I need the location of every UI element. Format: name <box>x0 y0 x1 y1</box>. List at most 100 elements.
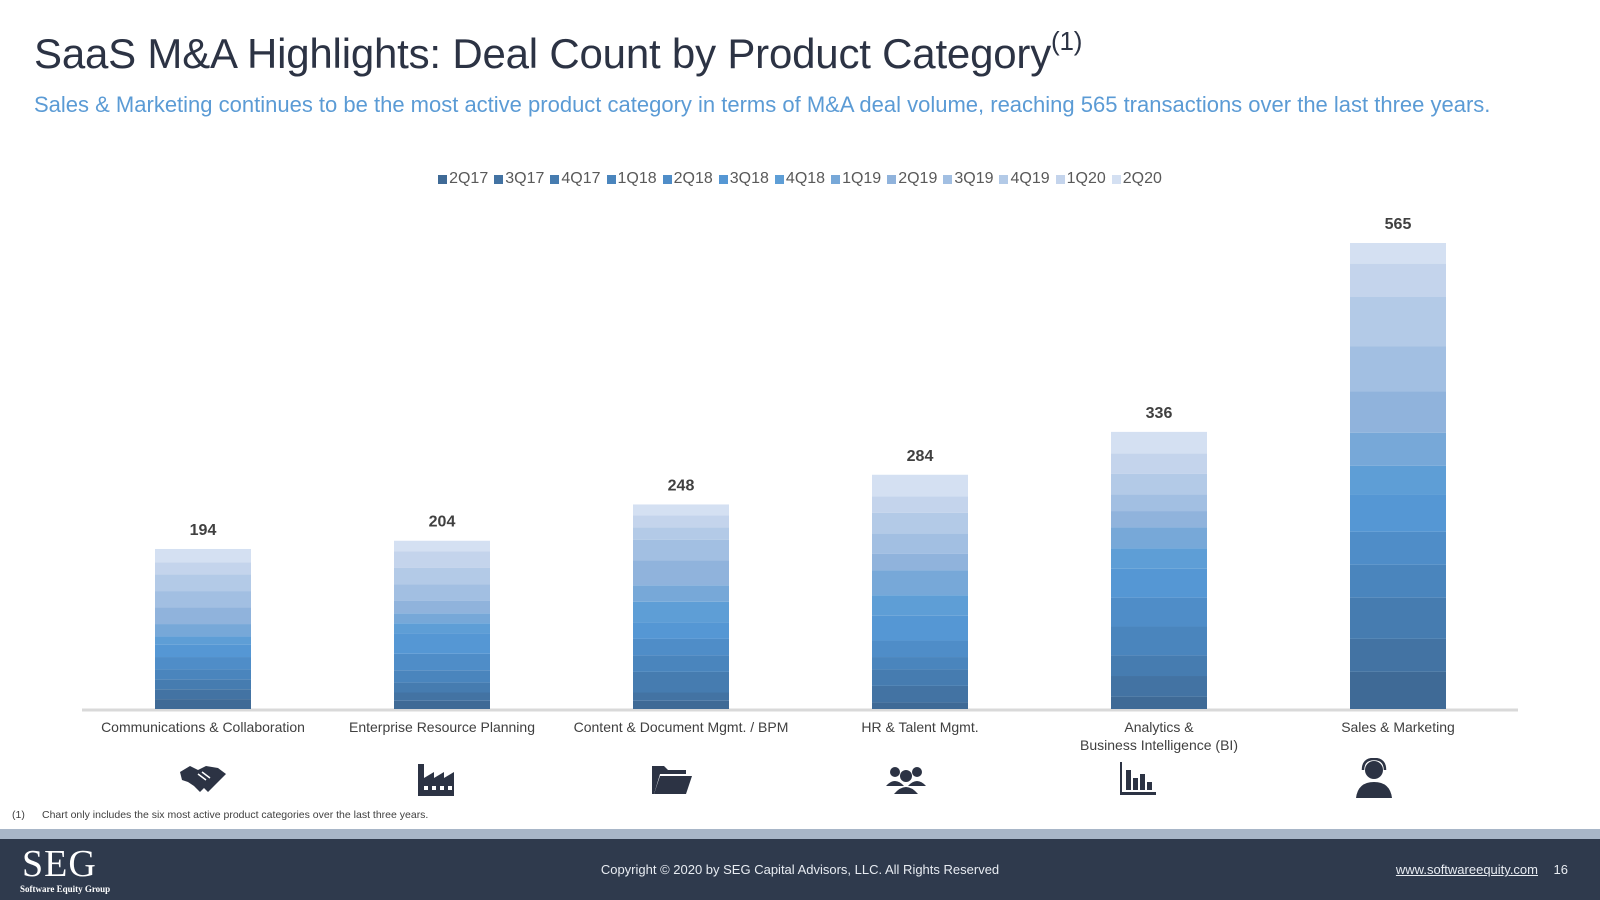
bar-segment <box>872 615 968 641</box>
bar-segment <box>394 670 490 683</box>
bar-segment <box>872 657 968 670</box>
bar-segment <box>1111 568 1207 598</box>
bar-segment <box>155 636 251 645</box>
bar-total-label: 565 <box>1385 216 1412 233</box>
legend-item: 2Q17 <box>438 170 488 188</box>
legend-swatch <box>1055 174 1065 184</box>
bar-segment <box>394 551 490 568</box>
bar-segment <box>633 692 729 701</box>
footer-bar <box>0 839 1600 900</box>
legend-swatch <box>774 174 784 184</box>
factory-icon <box>416 758 466 798</box>
legend-swatch <box>550 174 560 184</box>
bar-segment <box>155 699 251 709</box>
bar-segment <box>633 504 729 516</box>
legend-item: 2Q19 <box>887 170 937 188</box>
legend-swatch <box>718 174 728 184</box>
bar-segment <box>633 560 729 586</box>
legend-item: 1Q19 <box>831 170 881 188</box>
bar-segment <box>633 700 729 709</box>
category-label: Sales & Marketing <box>1341 719 1455 735</box>
legend-item: 3Q19 <box>943 170 993 188</box>
bar-segment <box>872 474 968 497</box>
bar-segment <box>394 540 490 552</box>
bar-segment <box>633 655 729 672</box>
seg-logo: SEG <box>22 843 97 885</box>
bar-segment <box>1111 453 1207 474</box>
bar-segment <box>394 613 490 624</box>
legend-item: 4Q19 <box>999 170 1050 188</box>
legend-swatch <box>943 174 953 184</box>
bar-segment <box>1111 597 1207 627</box>
bar-segment <box>155 689 251 700</box>
footer-stripe <box>0 829 1600 839</box>
website-link[interactable]: www.softwareequity.com <box>1395 862 1538 877</box>
bar-total-label: 284 <box>907 448 934 465</box>
bar-segment <box>633 527 729 540</box>
bar-segment <box>633 515 729 528</box>
bar-segment <box>1350 564 1446 598</box>
copyright-text: Copyright © 2020 by SEG Capital Advisors… <box>600 862 1000 877</box>
bar-segment <box>1350 531 1446 565</box>
legend-swatch <box>438 174 448 184</box>
legend-swatch <box>999 174 1009 184</box>
legend-label: 1Q18 <box>617 170 657 187</box>
bar-segment <box>633 601 729 623</box>
bar-segment <box>1350 296 1446 347</box>
footnote: (1) Chart only includes the six most acti… <box>12 809 428 821</box>
legend-label: 2Q18 <box>673 170 713 187</box>
bar-segment <box>1350 638 1446 672</box>
bar-segment <box>1111 626 1207 656</box>
footnote-number: (1) <box>12 809 25 821</box>
handshake-icon <box>178 758 228 798</box>
slide-title: SaaS M&A Highlights: Deal Count by Produ… <box>34 26 1082 78</box>
bar-segment <box>1111 473 1207 495</box>
bar-segment <box>1350 391 1446 433</box>
legend-label: 2Q20 <box>1122 170 1162 187</box>
bar-segment <box>1111 527 1207 549</box>
bar-segment <box>155 574 251 592</box>
headset-person-icon <box>1352 757 1402 798</box>
bar-segment <box>394 600 490 614</box>
bar-segment <box>394 700 490 709</box>
bar-segment <box>872 533 968 554</box>
legend-item: 4Q17 <box>550 170 601 188</box>
bar-segment <box>872 685 968 703</box>
legend-item: 2Q20 <box>1111 170 1162 188</box>
legend-swatch <box>831 174 841 184</box>
bar-segment <box>872 496 968 513</box>
slide-title-text: SaaS M&A Highlights: Deal Count by Produ… <box>34 30 1051 77</box>
bar-segment <box>394 567 490 585</box>
legend-item: 1Q20 <box>1055 170 1106 188</box>
bar-segment <box>1111 494 1207 512</box>
bar-segment <box>1350 346 1446 392</box>
bar-segment <box>1111 655 1207 677</box>
bar-total-label: 194 <box>190 522 217 539</box>
bar-segment <box>633 585 729 602</box>
bar-segment <box>872 512 968 534</box>
bar-segment <box>872 669 968 686</box>
legend-label: 2Q19 <box>898 170 938 187</box>
bar-segment <box>872 702 968 709</box>
bar-segment <box>155 624 251 637</box>
bar-segment <box>872 595 968 616</box>
legend-label: 1Q20 <box>1066 170 1106 187</box>
legend-swatch <box>494 174 504 184</box>
bar-segment <box>1350 432 1446 466</box>
bar-segment <box>155 548 251 563</box>
legend-swatch <box>887 174 897 184</box>
bar-segment <box>872 640 968 658</box>
bar-segment <box>155 562 251 575</box>
bar-segment <box>155 669 251 680</box>
legend-swatch <box>606 174 616 184</box>
bar-segment <box>872 553 968 571</box>
bar-segment <box>394 682 490 693</box>
bar-segment <box>1111 548 1207 569</box>
bar-segment <box>155 607 251 625</box>
bar-segment <box>1350 465 1446 495</box>
bar-segment <box>633 622 729 639</box>
slide-subtitle: Sales & Marketing continues to be the mo… <box>34 92 1491 117</box>
seg-logo-subtext: Software Equity Group <box>20 884 111 894</box>
title-superscript: (1) <box>1051 26 1083 56</box>
